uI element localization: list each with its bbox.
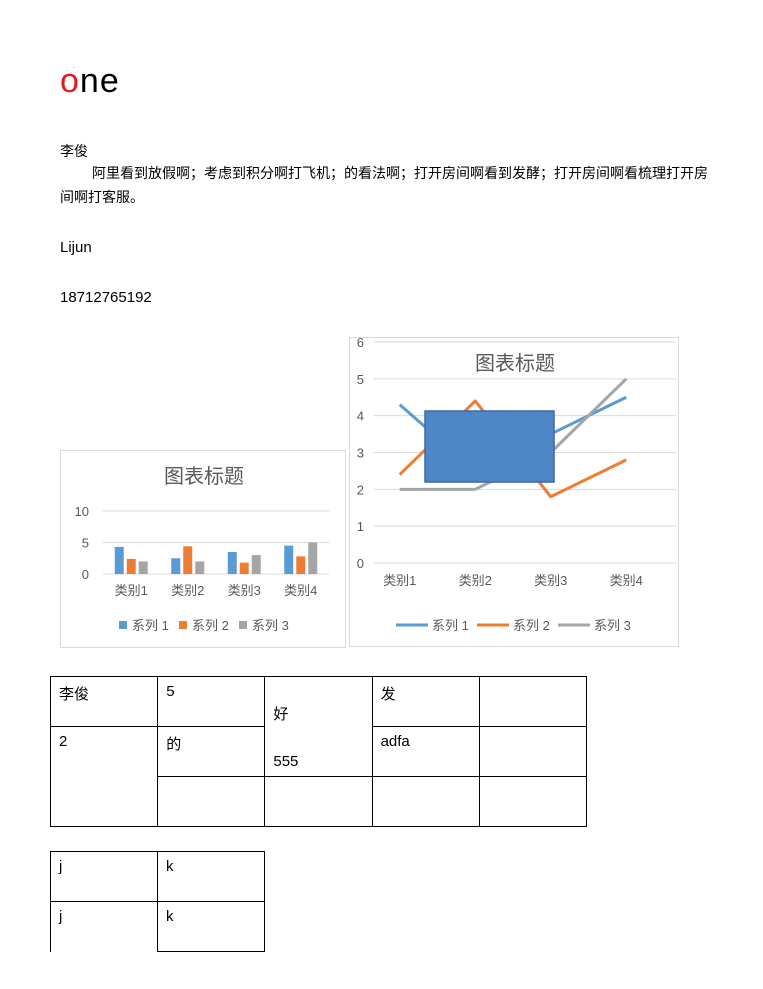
- line-chart[interactable]: 0 1 2 3 4 5 6 图表标题 类别1 类别2 类别3 类别4 系列 1 系列 2 系列 3: [349, 335, 679, 647]
- y-tick-label: 2: [357, 482, 364, 497]
- data-table-1: 李俊 5 好 555 发 2 的 adfa: [49, 676, 588, 827]
- bar-chart[interactable]: 图表标题 0 5 10 类别1 类别2 类别3 类别4 系列 1 系列 2 系列 3: [60, 450, 346, 648]
- heading-first-letter: o: [60, 62, 80, 100]
- table-cell[interactable]: k: [157, 901, 265, 952]
- table-cell[interactable]: 发: [371, 676, 480, 727]
- author-name-cn: 李俊: [60, 144, 88, 160]
- x-tick-label: 类别3: [228, 583, 261, 598]
- overlay-rectangle[interactable]: [424, 410, 555, 483]
- x-tick-label: 类别2: [459, 573, 492, 588]
- table-cell[interactable]: 李俊: [49, 676, 159, 727]
- bar[interactable]: [284, 545, 294, 574]
- table-cell-merged[interactable]: 好 555: [264, 676, 373, 777]
- table-cell[interactable]: [264, 776, 373, 827]
- y-tick-label: 4: [357, 409, 364, 424]
- author-name-en: Lijun: [60, 239, 92, 256]
- table-row: j k: [50, 901, 265, 952]
- bar[interactable]: [114, 546, 124, 574]
- y-tick-label: 3: [357, 446, 364, 461]
- y-tick-label: 1: [357, 519, 364, 534]
- legend-label: 系列 1: [132, 618, 169, 633]
- table-row: 2 的 adfa: [49, 726, 588, 827]
- legend-swatch: [179, 621, 187, 629]
- y-tick-label: 0: [82, 567, 89, 582]
- line-chart-title: 图表标题: [475, 352, 555, 375]
- table-cell[interactable]: [478, 776, 588, 827]
- x-tick-label: 类别4: [284, 583, 317, 598]
- bar[interactable]: [251, 555, 261, 574]
- table-cell[interactable]: k: [157, 851, 265, 902]
- table-cell[interactable]: [371, 776, 480, 827]
- table-cell[interactable]: 5: [157, 676, 266, 727]
- legend-label: 系列 2: [192, 618, 229, 633]
- y-tick-label: 5: [357, 372, 364, 387]
- body-paragraph: 阿里看到放假啊；考虑到积分啊打飞机；的看法啊；打开房间啊看到发酵；打开房间啊看梳…: [60, 166, 708, 206]
- bar-chart-title: 图表标题: [164, 465, 244, 488]
- bar[interactable]: [138, 561, 148, 574]
- x-tick-label: 类别4: [610, 573, 643, 588]
- phone-number: 18712765192: [60, 289, 152, 306]
- bar[interactable]: [308, 542, 318, 575]
- table-row: [51, 776, 588, 827]
- y-tick-label: 5: [82, 536, 89, 551]
- table-cell-merged[interactable]: 2: [49, 726, 159, 827]
- bar[interactable]: [239, 562, 249, 574]
- x-tick-label: 类别3: [534, 573, 567, 588]
- table-cell[interactable]: [478, 676, 588, 727]
- merged-cell-bottom-text: 555: [273, 753, 299, 770]
- y-tick-label: 6: [357, 335, 364, 350]
- bar-chart-svg: 图表标题 0 5 10 类别1 类别2 类别3 类别4 系列 1 系列 2 系列 3: [75, 465, 329, 633]
- table-cell[interactable]: 的: [157, 726, 266, 777]
- bar[interactable]: [227, 551, 237, 574]
- x-tick-label: 类别1: [383, 573, 416, 588]
- table-cell[interactable]: j: [50, 851, 158, 902]
- table-cell[interactable]: [157, 776, 266, 827]
- legend-label: 系列 3: [594, 618, 631, 633]
- line-chart-svg: 0 1 2 3 4 5 6 图表标题 类别1 类别2 类别3 类别4 系列 1 系列 2 系列 3: [357, 335, 676, 633]
- bar[interactable]: [195, 561, 205, 574]
- table-row: 李俊 5 好 555 发: [49, 676, 588, 777]
- table-cell[interactable]: j: [50, 901, 158, 952]
- data-table-2: j k j k: [50, 851, 265, 952]
- legend-swatch: [239, 621, 247, 629]
- document-heading: one: [60, 62, 120, 101]
- table-cell[interactable]: adfa: [371, 726, 480, 777]
- y-tick-label: 0: [357, 556, 364, 571]
- table-row: j k: [50, 851, 265, 902]
- y-tick-label: 10: [75, 504, 89, 519]
- heading-rest: ne: [79, 62, 120, 100]
- legend-swatch: [119, 621, 127, 629]
- bar[interactable]: [183, 546, 193, 574]
- x-tick-label: 类别2: [171, 583, 204, 598]
- x-tick-label: 类别1: [115, 583, 148, 598]
- bar[interactable]: [296, 556, 306, 574]
- legend-label: 系列 2: [513, 618, 550, 633]
- legend-label: 系列 3: [252, 618, 289, 633]
- bar[interactable]: [126, 558, 136, 574]
- bar[interactable]: [171, 558, 181, 574]
- table-cell[interactable]: [478, 726, 588, 777]
- legend-label: 系列 1: [432, 618, 469, 633]
